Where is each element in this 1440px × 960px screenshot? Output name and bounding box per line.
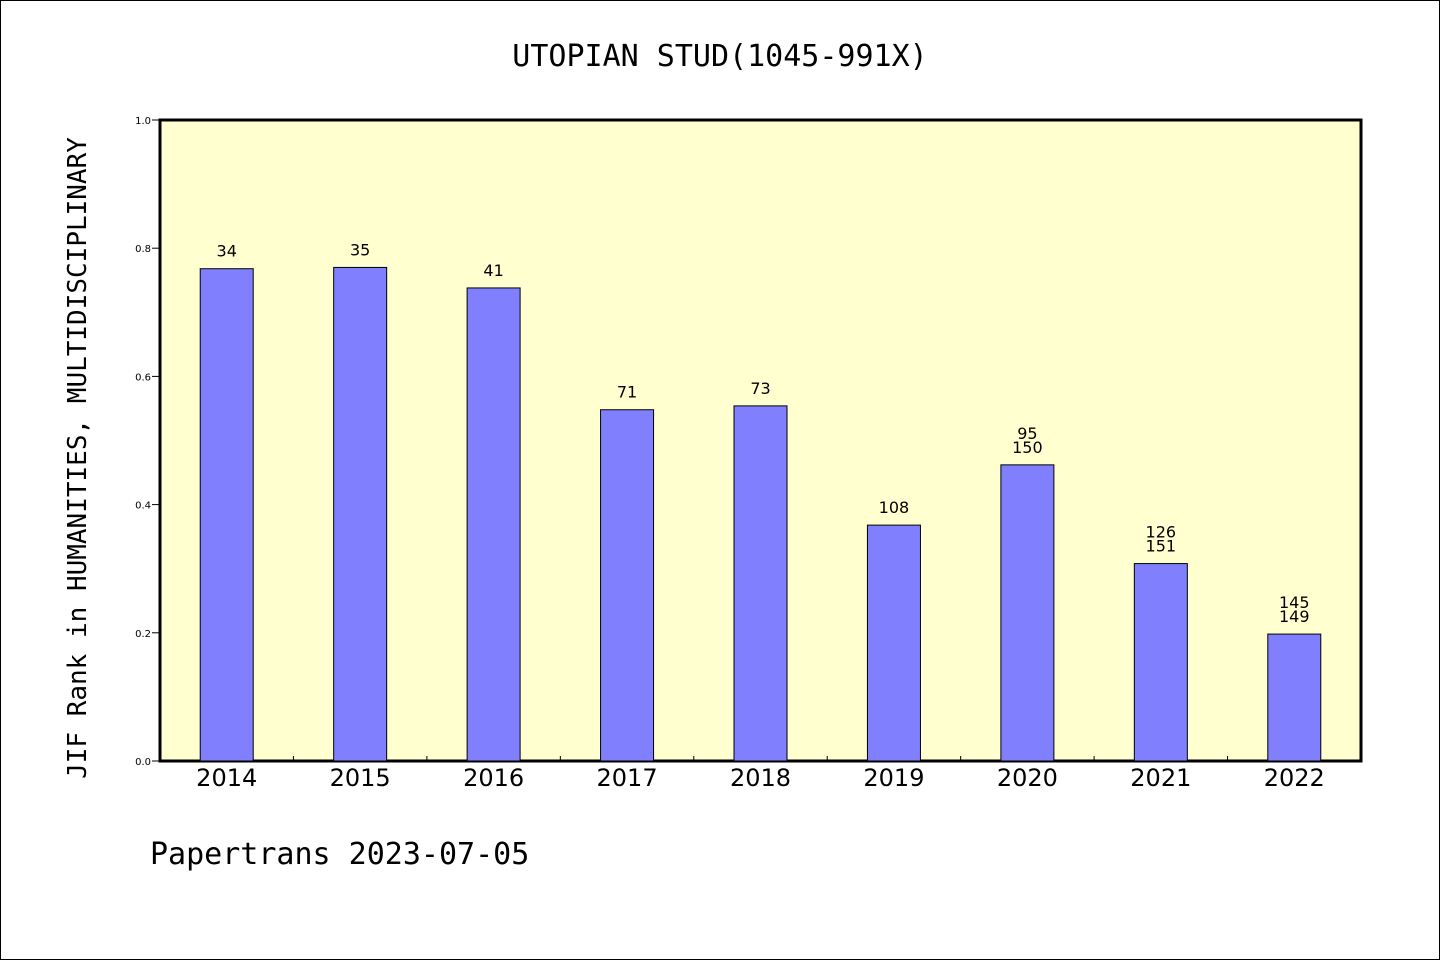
- bar-2020: [1000, 464, 1055, 762]
- bar-value-label: 149: [1279, 607, 1310, 626]
- y-tick-label: 0.0: [135, 757, 151, 768]
- footer-credit: Papertrans 2023-07-05: [150, 837, 529, 872]
- x-tick-label: 2021: [1130, 764, 1191, 792]
- y-tick-label: 1.0: [135, 116, 151, 127]
- chart-title: UTOPIAN STUD(1045-991X): [512, 39, 927, 74]
- y-axis-label: JIF Rank in HUMANITIES, MULTIDISCIPLINAR…: [63, 137, 93, 779]
- x-tick-label: 2022: [1264, 764, 1325, 792]
- bar-value-label: 41: [483, 261, 503, 280]
- bar-2018: [733, 405, 788, 762]
- y-tick-label: 0.4: [135, 501, 151, 512]
- bar-value-label: 35: [350, 240, 370, 259]
- bar-2019: [866, 524, 921, 762]
- bar-2021: [1133, 563, 1188, 762]
- bar-value-label: 71: [617, 383, 637, 402]
- bar-2014: [199, 268, 254, 762]
- x-tick-label: 2018: [730, 764, 791, 792]
- bar-value-label: 126: [1146, 523, 1177, 542]
- y-tick-label: 0.6: [135, 372, 151, 383]
- bar-value-label: 108: [879, 498, 910, 517]
- bar-value-label: 145: [1279, 593, 1310, 612]
- y-tick-label: 0.2: [135, 629, 151, 640]
- x-tick-label: 2019: [863, 764, 924, 792]
- bar-2016: [466, 287, 521, 762]
- x-tick-label: 2014: [196, 764, 257, 792]
- x-axis: 2014 2015 2016 2017 2018 2019 2020 2021 2022: [196, 756, 1325, 792]
- bar-2022: [1267, 633, 1322, 762]
- bar-value-label: 95: [1017, 424, 1037, 443]
- y-tick-label: 0.8: [135, 244, 151, 255]
- bar-2017: [600, 409, 655, 762]
- bar-value-label: 151: [1146, 537, 1177, 556]
- y-axis: 0.0 0.2 0.4 0.6 0.8 1.0: [135, 116, 160, 768]
- x-tick-label: 2016: [463, 764, 524, 792]
- bar-value-label: 34: [217, 242, 237, 261]
- bar-value-label: 73: [750, 379, 770, 398]
- bar-2015: [333, 266, 388, 762]
- x-tick-label: 2020: [997, 764, 1058, 792]
- x-tick-label: 2015: [330, 764, 391, 792]
- bar-value-label: 150: [1012, 438, 1043, 457]
- x-tick-label: 2017: [597, 764, 658, 792]
- bar-series: [199, 266, 1322, 762]
